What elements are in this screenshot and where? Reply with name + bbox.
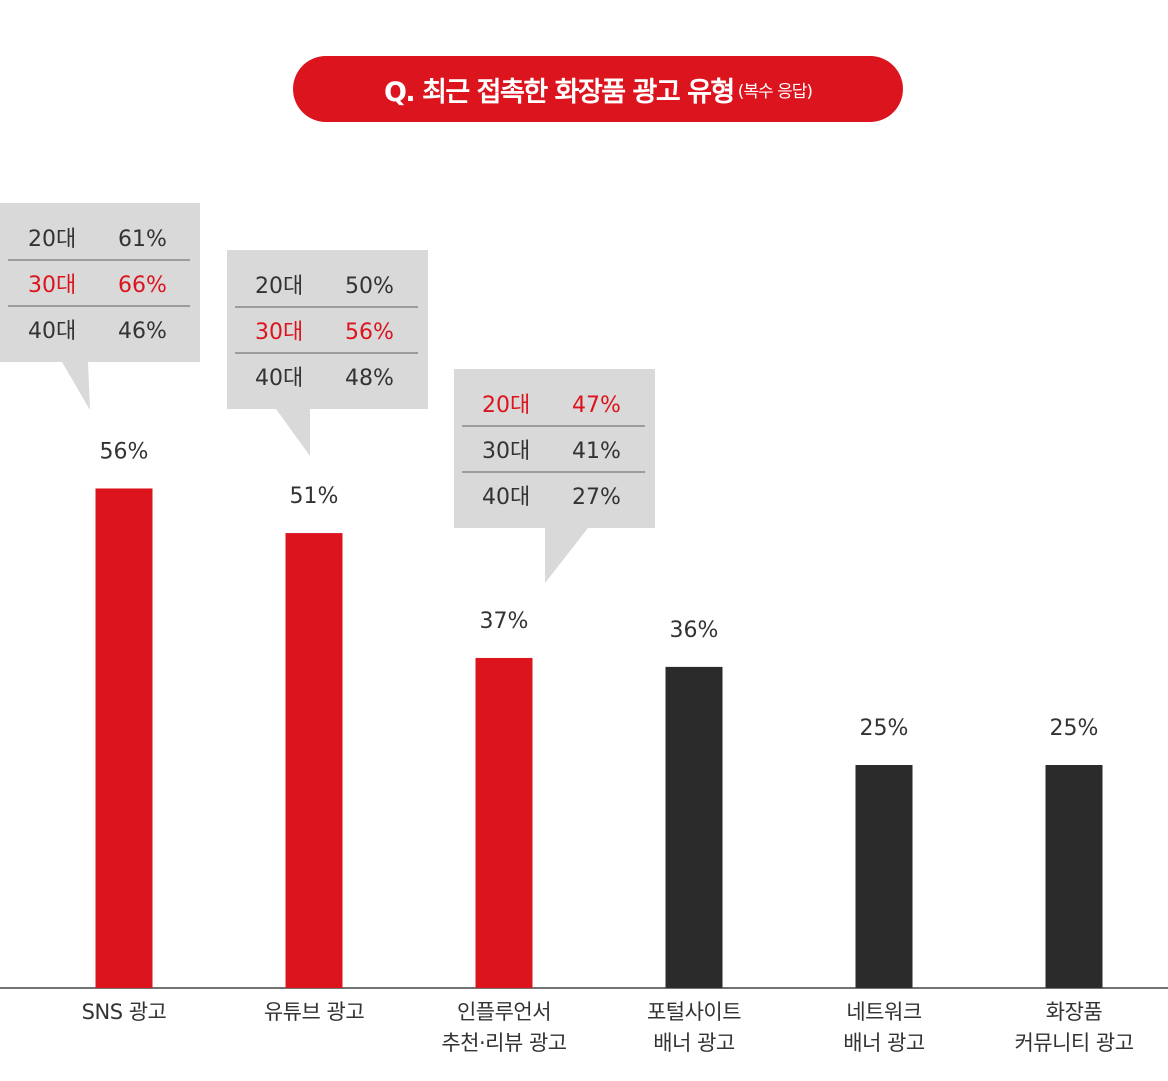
breakdown-bubble-0 bbox=[0, 203, 200, 362]
bar-2 bbox=[475, 657, 533, 988]
category-label-5-1: 커뮤니티 광고 bbox=[1014, 1031, 1133, 1055]
breakdown-value-2-1: 41% bbox=[572, 439, 621, 464]
category-label-2-0: 인플루언서 bbox=[457, 1000, 551, 1024]
category-label-1-0: 유튜브 광고 bbox=[264, 1000, 364, 1024]
bar-1 bbox=[285, 533, 343, 988]
bar-0 bbox=[95, 488, 153, 988]
breakdown-age-2-1: 30대 bbox=[482, 439, 530, 464]
breakdown-value-1-2: 48% bbox=[345, 366, 394, 391]
category-label-0-0: SNS 광고 bbox=[82, 1000, 167, 1024]
breakdown-age-2-2: 40대 bbox=[482, 485, 530, 510]
chart-title: Q. 최근 접촉한 화장품 광고 유형 bbox=[383, 76, 735, 108]
value-label-1: 51% bbox=[290, 484, 339, 509]
breakdown-bubble-1 bbox=[227, 250, 428, 409]
breakdown-age-1-1: 30대 bbox=[255, 320, 303, 345]
category-label-4-0: 네트워크 bbox=[846, 1000, 921, 1024]
breakdown-bubble-pointer-2 bbox=[545, 528, 588, 583]
chart-title-banner: Q. 최근 접촉한 화장품 광고 유형 (복수 응답) bbox=[293, 56, 903, 122]
breakdown-bubble-pointer-0 bbox=[62, 362, 90, 410]
value-label-0: 56% bbox=[100, 439, 149, 464]
category-label-3-0: 포털사이트 bbox=[647, 1000, 741, 1024]
breakdown-age-1-2: 40대 bbox=[255, 366, 303, 391]
breakdown-bubble-2 bbox=[454, 369, 655, 528]
breakdown-age-2-0: 20대 bbox=[482, 393, 530, 418]
bar-4 bbox=[855, 765, 913, 988]
bar-3 bbox=[665, 666, 723, 988]
value-label-5: 25% bbox=[1050, 716, 1099, 741]
value-label-2: 37% bbox=[480, 609, 529, 634]
breakdown-value-2-2: 27% bbox=[572, 485, 621, 510]
value-label-3: 36% bbox=[670, 618, 719, 643]
breakdown-bubble-pointer-1 bbox=[276, 409, 310, 456]
breakdown-value-1-0: 50% bbox=[345, 274, 394, 299]
breakdown-value-1-1: 56% bbox=[345, 320, 394, 345]
chart-subtitle: (복수 응답) bbox=[737, 81, 813, 102]
breakdown-age-1-0: 20대 bbox=[255, 274, 303, 299]
category-label-2-1: 추천·리뷰 광고 bbox=[441, 1031, 566, 1055]
breakdown-age-0-0: 20대 bbox=[28, 227, 76, 252]
category-label-4-1: 배너 광고 bbox=[843, 1031, 925, 1055]
bar-5 bbox=[1045, 765, 1103, 988]
breakdown-value-0-0: 61% bbox=[118, 227, 167, 252]
breakdown-age-0-1: 30대 bbox=[28, 273, 76, 298]
category-label-5-0: 화장품 bbox=[1046, 1000, 1103, 1024]
breakdown-value-2-0: 47% bbox=[572, 393, 621, 418]
breakdown-value-0-2: 46% bbox=[118, 319, 167, 344]
value-label-4: 25% bbox=[860, 716, 909, 741]
breakdown-age-0-2: 40대 bbox=[28, 319, 76, 344]
breakdown-value-0-1: 66% bbox=[118, 273, 167, 298]
category-label-3-1: 배너 광고 bbox=[653, 1031, 735, 1055]
